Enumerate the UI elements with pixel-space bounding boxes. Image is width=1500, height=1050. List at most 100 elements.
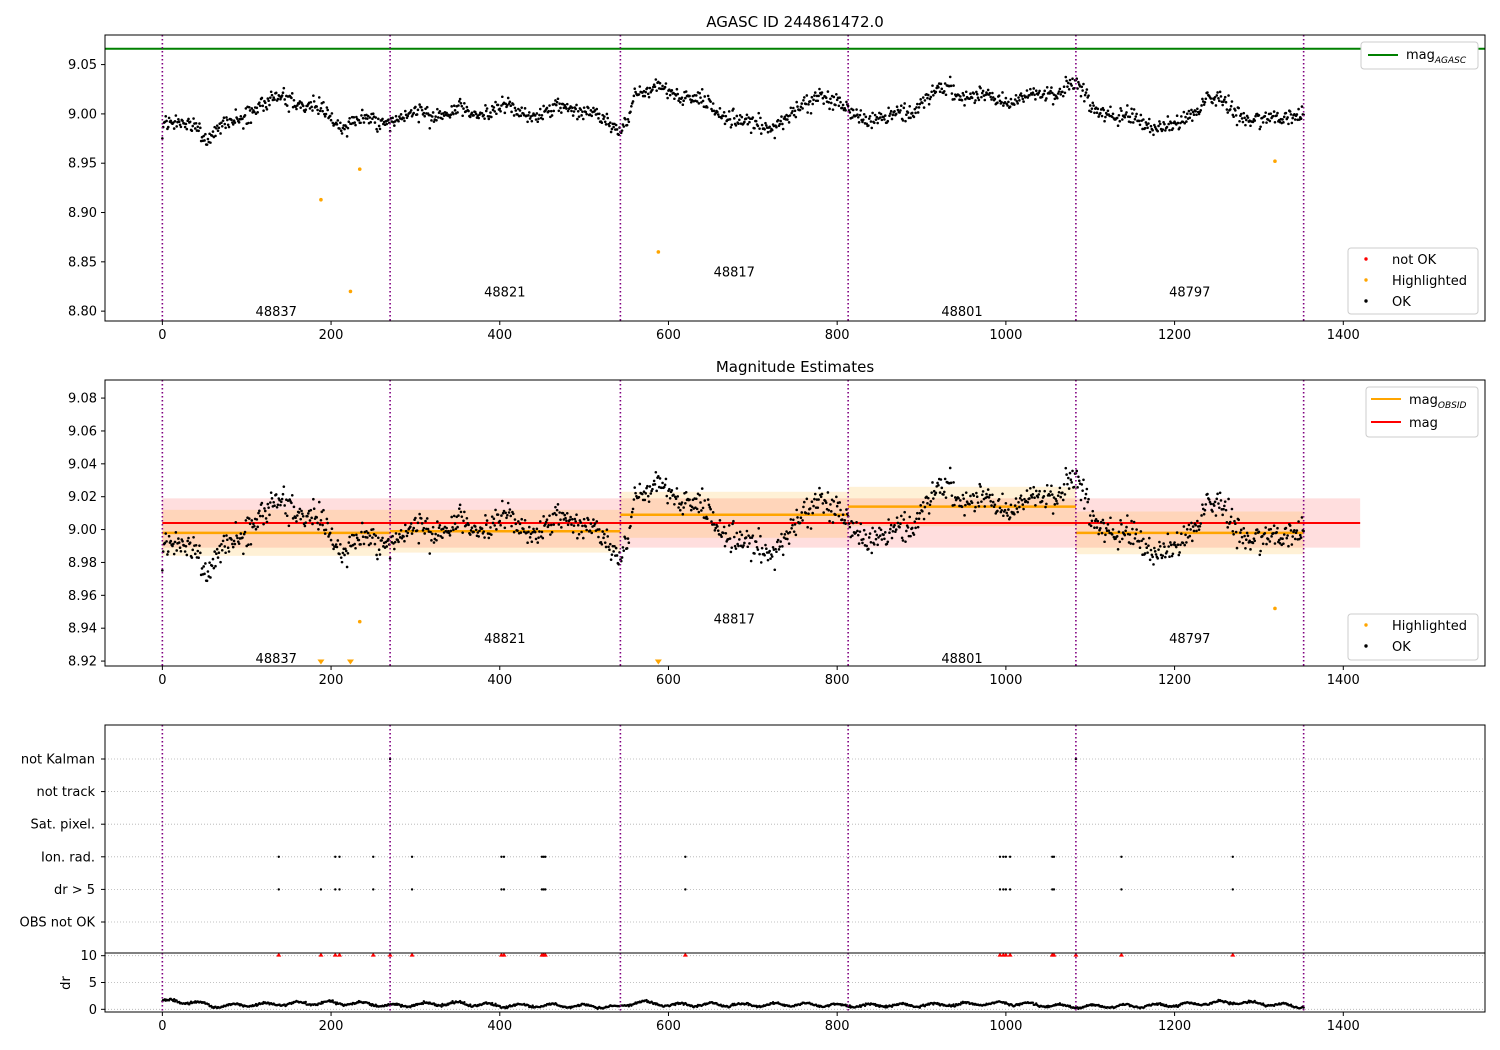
magnitude-ok-point: [560, 526, 563, 529]
magnitude-ytick-label: 8.92: [68, 655, 97, 670]
agasc-ok-point: [675, 87, 679, 91]
magnitude-ok-point: [1169, 541, 1172, 544]
magnitude-ok-point: [1061, 491, 1064, 495]
legend-swatch-ok: [1364, 644, 1368, 648]
magnitude-highlighted-point: [357, 619, 362, 624]
agasc-ok-point: [243, 114, 247, 117]
agasc-ok-point: [780, 115, 783, 118]
magnitude-ok-point: [949, 481, 953, 485]
magnitude-ok-point: [940, 486, 944, 490]
magnitude-ok-point: [816, 506, 820, 509]
magnitude-ok-point: [545, 518, 549, 521]
magnitude-ok-point: [276, 503, 280, 507]
magnitude-ok-point: [571, 531, 575, 534]
flags-xtick-label: 800: [825, 1019, 850, 1034]
magnitude-ok-point: [508, 508, 512, 511]
agasc-ok-point: [676, 92, 680, 96]
agasc-ok-point: [1106, 109, 1110, 113]
agasc-ok-point: [267, 99, 270, 103]
agasc-ok-point: [751, 116, 755, 119]
magnitude-ok-point: [578, 519, 582, 522]
magnitude-ok-point: [1227, 497, 1230, 501]
magnitude-ok-point: [835, 504, 839, 508]
magnitude-ok-point: [1120, 523, 1123, 526]
agasc-ok-point: [205, 143, 209, 146]
magnitude-ok-point: [485, 519, 489, 522]
agasc-ok-point: [990, 98, 993, 101]
magnitude-ok-point: [634, 491, 637, 495]
agasc-ok-point: [202, 134, 205, 138]
agasc-ok-point: [555, 100, 559, 104]
magnitude-ok-point: [1177, 553, 1181, 557]
magnitude-ok-point: [1119, 519, 1122, 522]
flag-point: [1120, 888, 1123, 891]
agasc-ok-point: [177, 118, 180, 121]
magnitude-ok-point: [828, 519, 831, 523]
magnitude-ok-point: [171, 544, 174, 548]
agasc-ok-point: [287, 110, 291, 113]
agasc-ok-point: [1242, 111, 1246, 115]
magnitude-ok-point: [621, 546, 625, 549]
magnitude-ok-point: [355, 533, 358, 537]
legend-label-ok: OK: [1392, 295, 1411, 310]
agasc-ok-point: [627, 120, 631, 124]
magnitude-ok-point: [592, 518, 595, 521]
magnitude-ok-point: [280, 497, 284, 501]
agasc-ok-point: [716, 113, 720, 116]
agasc-ok-point: [1167, 122, 1170, 126]
agasc-ok-point: [927, 102, 931, 106]
agasc-ok-point: [590, 114, 594, 118]
magnitude-ok-point: [1257, 530, 1261, 534]
magnitude-ok-point: [821, 502, 825, 505]
agasc-ok-point: [829, 97, 832, 101]
magnitude-ok-point: [608, 542, 612, 546]
agasc-ok-point: [963, 104, 966, 107]
agasc-ok-point: [829, 101, 833, 105]
magnitude-ok-point: [607, 545, 610, 549]
magnitude-ok-point: [260, 501, 264, 505]
magnitude-ok-point: [1056, 502, 1059, 505]
agasc-ok-point: [581, 110, 584, 113]
flag-point: [277, 888, 280, 891]
flags-xtick-label: 1200: [1158, 1019, 1191, 1034]
agasc-ok-point: [843, 107, 847, 110]
magnitude-ok-point: [254, 527, 258, 531]
agasc-ok-point: [1089, 110, 1093, 113]
magnitude-ok-point: [1088, 514, 1092, 517]
magnitude-ok-point: [317, 528, 320, 531]
magnitude-ok-point: [165, 540, 168, 543]
agasc-ok-point: [397, 119, 400, 123]
agasc-ok-point: [677, 99, 680, 102]
magnitude-ok-point: [909, 534, 912, 538]
magnitude-ok-point: [213, 550, 216, 553]
agasc-ok-point: [944, 93, 948, 97]
agasc-ok-point: [934, 90, 938, 94]
agasc-ok-point: [748, 120, 751, 124]
agasc-ok-point: [1171, 127, 1175, 130]
magnitude-ok-point: [580, 530, 583, 534]
agasc-ok-point: [798, 108, 802, 112]
magnitude-ok-point: [558, 511, 561, 514]
agasc-ok-point: [1028, 93, 1031, 97]
magnitude-ok-point: [1131, 542, 1135, 546]
agasc-ok-point: [808, 99, 812, 103]
magnitude-ok-point: [1034, 489, 1038, 493]
magnitude-ok-point: [432, 541, 436, 544]
agasc-ok-point: [1056, 92, 1060, 95]
agasc-ok-point: [215, 124, 219, 127]
magnitude-ok-point: [894, 530, 897, 533]
magnitude-ok-point: [355, 536, 359, 540]
magnitude-ok-point: [568, 518, 572, 522]
magnitude-ok-point: [295, 520, 298, 523]
magnitude-ok-point: [921, 509, 924, 513]
agasc-ok-point: [409, 108, 413, 112]
magnitude-ok-point: [709, 507, 712, 511]
magnitude-legend-upper: magOBSID mag: [1365, 386, 1479, 438]
magnitude-ok-point: [649, 492, 653, 495]
magnitude-ok-point: [549, 533, 552, 536]
agasc-ok-point: [1057, 90, 1061, 93]
magnitude-ok-point: [1097, 532, 1100, 536]
magnitude-ok-point: [214, 564, 217, 568]
magnitude-ok-point: [1147, 536, 1151, 540]
agasc-ok-point: [792, 113, 796, 117]
